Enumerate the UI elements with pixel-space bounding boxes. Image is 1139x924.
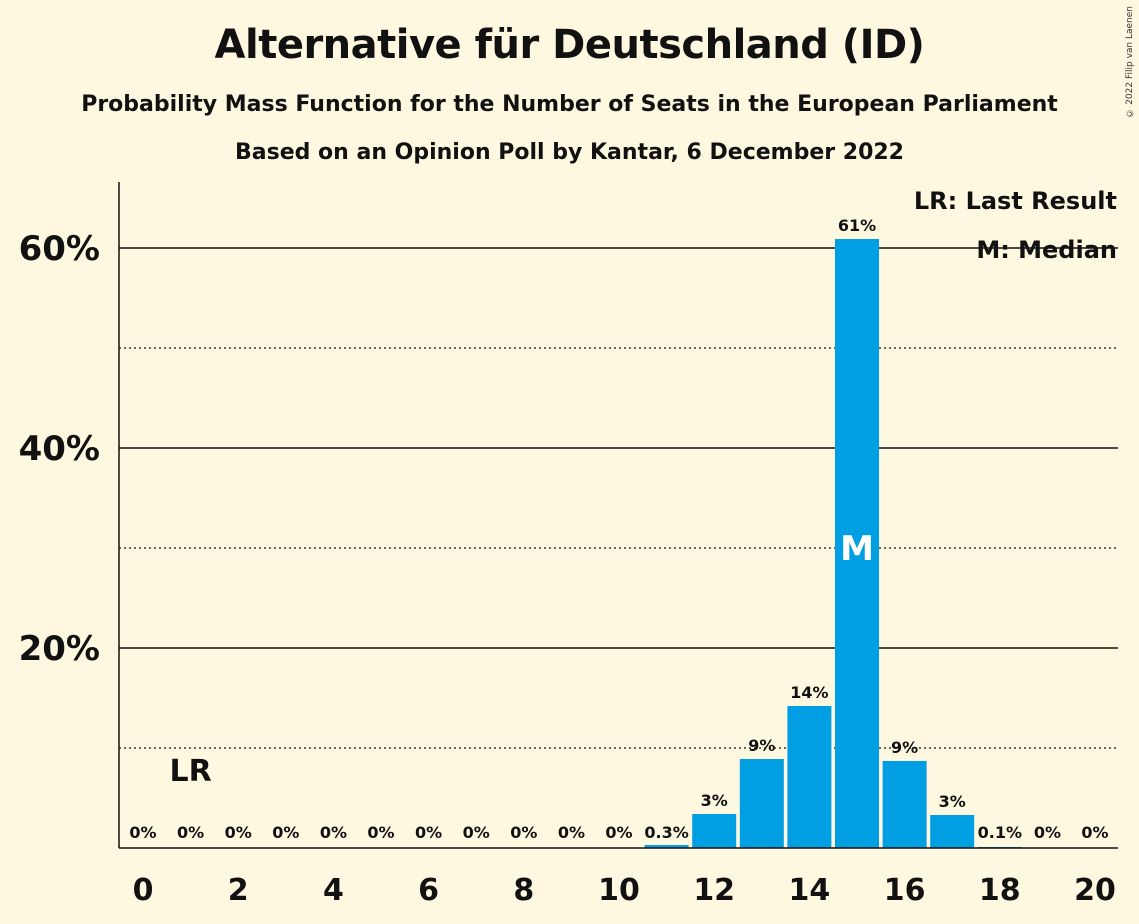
last-result-marker: LR — [169, 754, 211, 789]
gridlines — [119, 247, 1118, 749]
bar-seat-13 — [739, 759, 784, 848]
x-tick-label: 12 — [693, 873, 735, 908]
legend-median: M: Median — [976, 236, 1117, 264]
bar-seat-11 — [644, 845, 689, 848]
bar-value-label: 14% — [790, 683, 828, 702]
y-tick-label: 40% — [19, 429, 100, 469]
bar-value-label: 0% — [1034, 823, 1061, 842]
x-tick-label: 18 — [979, 873, 1021, 908]
bar-value-label: 0% — [129, 823, 156, 842]
x-tick-label: 4 — [323, 873, 344, 908]
x-tick-label: 20 — [1074, 873, 1116, 908]
x-tick-label: 6 — [418, 873, 439, 908]
bar-value-label: 0% — [605, 823, 632, 842]
chart-source-line: Based on an Opinion Poll by Kantar, 6 De… — [235, 140, 904, 165]
median-marker: M — [840, 529, 874, 569]
x-tick-label: 0 — [133, 873, 154, 908]
markers: LR M — [169, 529, 873, 789]
bar-seat-12 — [692, 814, 737, 848]
x-tick-label: 8 — [513, 873, 534, 908]
legend: LR: Last Result M: Median — [914, 187, 1117, 264]
legend-last-result: LR: Last Result — [914, 187, 1117, 215]
bar-value-label: 9% — [748, 736, 775, 755]
bar-value-label: 0% — [320, 823, 347, 842]
axes: 20% 40% 60% 0 2 4 6 8 10 12 14 16 18 20 — [19, 182, 1118, 908]
bar-value-label: 0% — [272, 823, 299, 842]
bar-value-label: 0% — [225, 823, 252, 842]
bar-value-label: 3% — [939, 792, 966, 811]
chart-subtitle: Probability Mass Function for the Number… — [81, 92, 1058, 117]
bar-value-label: 0% — [367, 823, 394, 842]
x-tick-label: 2 — [228, 873, 249, 908]
bar-seat-16 — [882, 761, 927, 848]
bar-value-label: 0.3% — [644, 823, 688, 842]
bar-value-label: 9% — [891, 738, 918, 757]
x-tick-label: 16 — [884, 873, 926, 908]
bar-value-label: 0% — [177, 823, 204, 842]
bar-value-label: 0% — [463, 823, 490, 842]
chart-title: Alternative für Deutschland (ID) — [214, 22, 925, 68]
bars — [644, 239, 1022, 848]
x-tick-label: 10 — [598, 873, 640, 908]
y-tick-label: 20% — [19, 629, 100, 669]
bar-value-label: 0.1% — [978, 823, 1022, 842]
bar-value-label: 0% — [1081, 823, 1108, 842]
bar-seat-14 — [787, 706, 832, 848]
y-tick-label: 60% — [19, 229, 100, 269]
bar-seat-15 — [835, 239, 879, 848]
bar-value-label: 0% — [415, 823, 442, 842]
x-tick-label: 14 — [789, 873, 831, 908]
bar-labels: 0% 0% 0% 0% 0% 0% 0% 0% 0% 0% 0% 0.3% 3% 9% 14% 61% 9% 3%… — [129, 216, 1108, 842]
bar-value-label: 0% — [510, 823, 537, 842]
bar-value-label: 0% — [558, 823, 585, 842]
bar-seat-17 — [930, 815, 975, 848]
bar-value-label: 61% — [838, 216, 876, 235]
bar-value-label: 3% — [701, 791, 728, 810]
